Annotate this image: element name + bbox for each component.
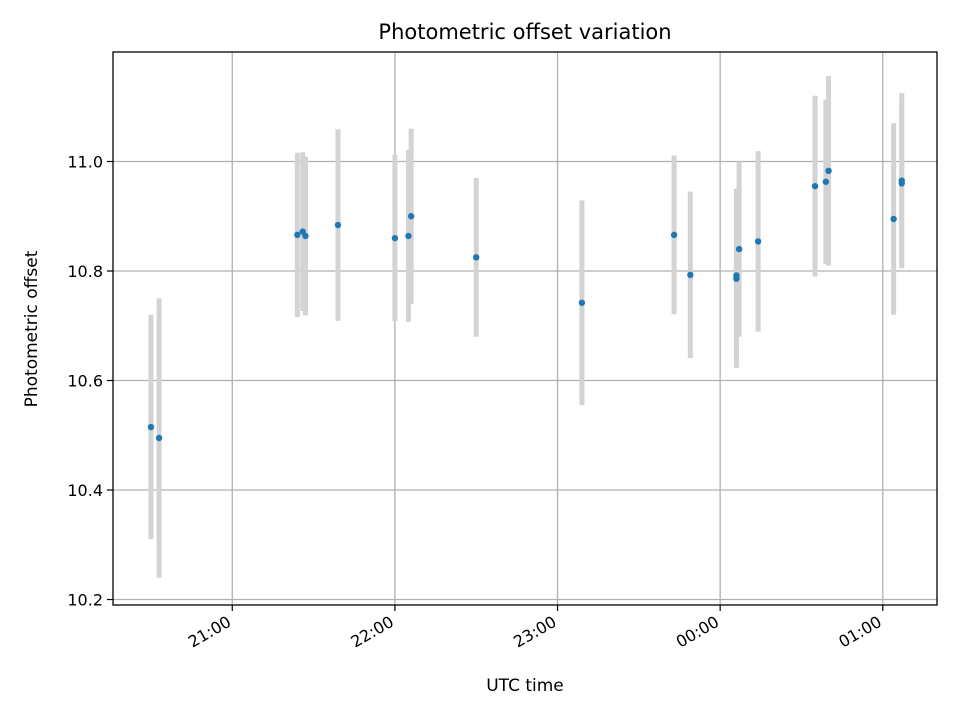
data-point xyxy=(898,180,905,187)
data-point xyxy=(334,221,342,229)
data-point xyxy=(473,254,480,261)
data-point xyxy=(405,232,412,240)
data-points xyxy=(147,167,905,442)
data-point xyxy=(890,215,897,223)
data-point xyxy=(811,182,819,190)
data-point xyxy=(578,299,586,306)
data-point xyxy=(391,234,399,242)
data-point xyxy=(754,238,762,245)
chart-title: Photometric offset variation xyxy=(378,20,671,44)
data-point xyxy=(733,275,740,282)
data-point xyxy=(825,167,832,175)
plot-frame xyxy=(112,51,938,606)
data-point xyxy=(147,423,155,431)
data-point xyxy=(670,231,678,239)
data-point xyxy=(822,178,830,185)
y-tick-label: 11.0 xyxy=(67,153,103,172)
y-tick-label: 10.4 xyxy=(67,481,103,500)
data-point xyxy=(735,245,743,253)
data-point xyxy=(687,271,694,279)
data-point xyxy=(407,213,415,220)
y-tick-label: 10.6 xyxy=(67,372,103,391)
x-axis-label: UTC time xyxy=(486,676,564,696)
y-axis-label: Photometric offset xyxy=(22,250,42,407)
y-tick-label: 10.2 xyxy=(67,591,103,610)
grid-lines xyxy=(113,52,937,605)
data-point xyxy=(302,232,309,240)
y-tick-label: 10.8 xyxy=(67,262,103,281)
data-point xyxy=(294,231,301,239)
data-point xyxy=(155,434,163,442)
